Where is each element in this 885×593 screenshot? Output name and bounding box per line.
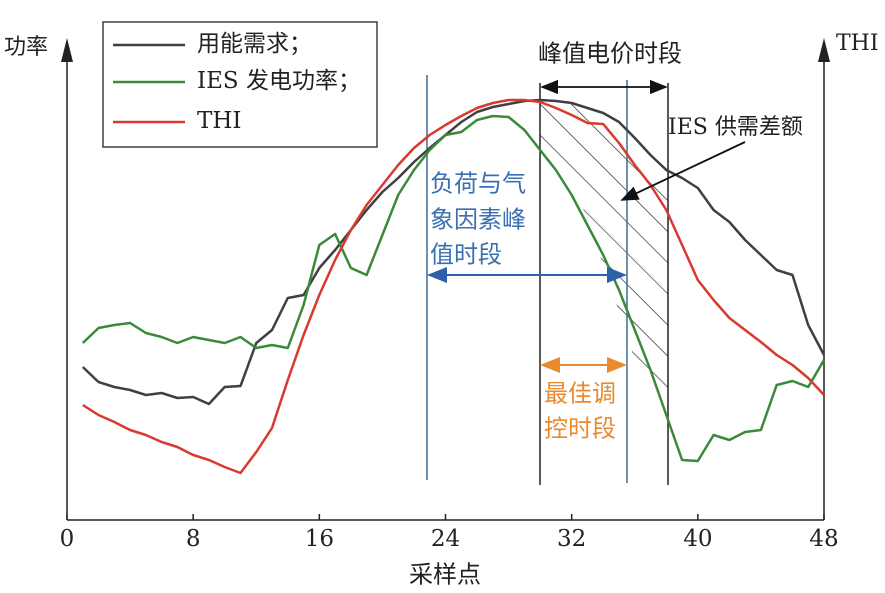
y2-axis-arrow bbox=[818, 38, 830, 62]
load-label: 负荷与气 bbox=[430, 170, 526, 198]
legend-label: 用能需求； bbox=[197, 31, 312, 57]
y-axis-arrow bbox=[61, 38, 73, 62]
load-label: 象因素峰 bbox=[430, 206, 526, 234]
gap-hatch bbox=[540, 100, 668, 392]
legend-box bbox=[102, 21, 378, 148]
x-tick-label: 48 bbox=[809, 526, 838, 552]
best-label: 控时段 bbox=[544, 415, 616, 443]
x-axis-label: 采样点 bbox=[409, 561, 481, 589]
series-line bbox=[81, 114, 826, 463]
x-tick-label: 0 bbox=[60, 526, 75, 552]
gap-arrow bbox=[620, 141, 746, 201]
gap-label: IES 供需差额 bbox=[668, 115, 803, 140]
x-tick-label: 24 bbox=[431, 526, 460, 552]
x-tick-label: 16 bbox=[305, 526, 334, 552]
x-tick-label: 32 bbox=[557, 526, 586, 552]
legend-label: IES 发电功率； bbox=[197, 68, 361, 94]
series-line bbox=[81, 98, 826, 406]
y2-axis-label: THI bbox=[836, 31, 879, 56]
y-axis-label: 功率 bbox=[4, 35, 48, 60]
best-label: 最佳调 bbox=[544, 380, 616, 408]
load-label: 值时段 bbox=[430, 241, 502, 269]
legend-label: THI bbox=[197, 108, 241, 134]
x-tick-label: 8 bbox=[186, 526, 201, 552]
x-tick-label: 40 bbox=[683, 526, 712, 552]
series-line bbox=[82, 98, 825, 475]
peak-label: 峰值电价时段 bbox=[538, 40, 682, 68]
